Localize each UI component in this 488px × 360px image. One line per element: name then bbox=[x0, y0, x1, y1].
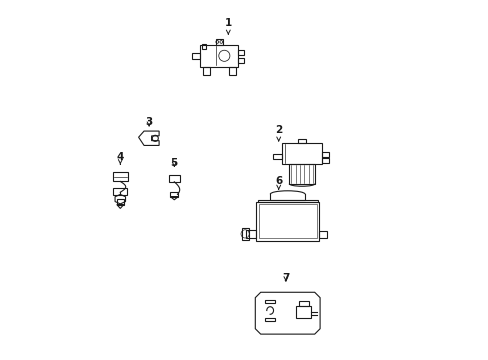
Bar bbox=[296, 306, 311, 318]
Bar bbox=[191, 53, 200, 59]
Bar bbox=[282, 143, 321, 164]
Bar bbox=[168, 175, 179, 182]
Bar bbox=[113, 172, 127, 181]
Bar bbox=[203, 67, 209, 75]
Bar bbox=[170, 192, 178, 197]
Text: 6: 6 bbox=[275, 176, 282, 189]
Bar bbox=[200, 45, 238, 67]
Bar bbox=[297, 139, 305, 143]
Bar bbox=[321, 152, 328, 157]
Bar bbox=[288, 164, 314, 184]
Text: 7: 7 bbox=[282, 273, 289, 283]
Bar bbox=[257, 200, 317, 202]
Bar bbox=[238, 49, 244, 55]
Bar bbox=[265, 318, 274, 321]
Bar bbox=[246, 230, 256, 238]
Bar bbox=[117, 199, 123, 204]
Bar bbox=[238, 58, 244, 63]
Bar bbox=[228, 67, 235, 75]
Bar bbox=[241, 228, 248, 240]
Bar bbox=[272, 154, 282, 159]
Bar bbox=[321, 158, 328, 163]
Text: 4: 4 bbox=[116, 152, 124, 165]
Bar bbox=[201, 44, 206, 49]
Text: 2: 2 bbox=[275, 125, 282, 141]
Bar bbox=[258, 204, 316, 238]
Bar bbox=[256, 202, 319, 241]
Text: 5: 5 bbox=[170, 158, 178, 168]
Bar bbox=[299, 301, 308, 306]
Bar bbox=[265, 300, 274, 303]
Text: 3: 3 bbox=[145, 117, 152, 127]
Text: 1: 1 bbox=[224, 18, 231, 34]
Bar bbox=[215, 39, 223, 45]
Bar bbox=[113, 188, 127, 195]
Bar bbox=[319, 231, 326, 238]
